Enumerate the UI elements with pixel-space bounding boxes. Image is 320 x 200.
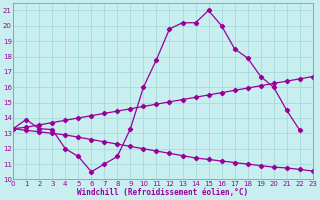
X-axis label: Windchill (Refroidissement éolien,°C): Windchill (Refroidissement éolien,°C) bbox=[77, 188, 249, 197]
